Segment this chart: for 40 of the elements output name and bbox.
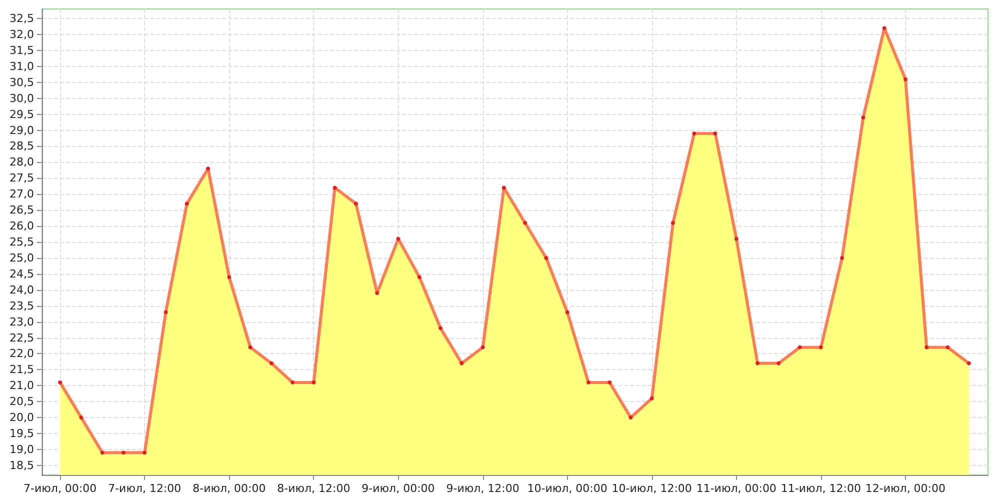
y-tick-label: 22,0 [10,347,34,360]
y-tick-label: 30,0 [10,92,34,105]
x-tick-label: 12-июл, 00:00 [865,482,946,495]
y-tick-label: 19,0 [10,442,34,456]
y-tick-label: 20,5 [10,395,34,408]
y-tick-label: 23,0 [10,315,34,328]
y-tick-label: 27,0 [10,188,34,201]
y-tick-label: 26,5 [10,204,34,217]
x-tick-label: 8-июл, 12:00 [277,482,350,495]
y-tick-label: 30,5 [10,76,34,89]
y-tick-label: 22,5 [10,331,34,344]
x-tick-label: 11-июл, 12:00 [780,482,861,495]
y-tick-label: 32,5 [10,12,34,26]
y-tick-label: 31,0 [10,60,34,73]
x-tick-label: 9-июл, 12:00 [446,482,520,495]
y-tick-label: 28,5 [10,140,34,153]
y-tick-label: 24,5 [10,267,34,280]
y-tick-label: 18,5 [10,458,34,472]
x-tick-label: 7-июл, 12:00 [108,482,182,495]
y-tick-label: 29,0 [10,124,34,137]
y-tick-label: 21,0 [10,379,34,392]
y-tick-label: 21,5 [10,363,34,376]
y-tick-label: 19,5 [10,427,34,440]
y-tick-label: 25,0 [10,251,34,264]
x-tick-label: 10-июл, 00:00 [527,482,608,495]
y-tick-label: 28,0 [10,156,34,169]
y-tick-label: 23,5 [10,299,34,312]
x-tick-label: 9-июл, 00:00 [362,482,435,495]
y-tick-label: 24,0 [10,283,34,296]
y-tick-label: 20,0 [10,411,34,424]
y-tick-label: 29,5 [10,108,34,121]
y-tick-label: 27,5 [10,172,34,185]
y-tick-label: 26,0 [10,220,34,233]
x-tick-label: 11-июл, 00:00 [696,482,776,495]
x-tick-label: 7-июл, 00:00 [24,482,97,495]
y-tick-label: 31,5 [10,44,34,57]
y-tick-label: 25,5 [10,236,34,248]
x-tick-label: 8-июл, 00:00 [192,482,266,495]
y-tick-label: 32,0 [10,28,34,42]
x-tick-label: 10-июл, 12:00 [612,482,692,495]
